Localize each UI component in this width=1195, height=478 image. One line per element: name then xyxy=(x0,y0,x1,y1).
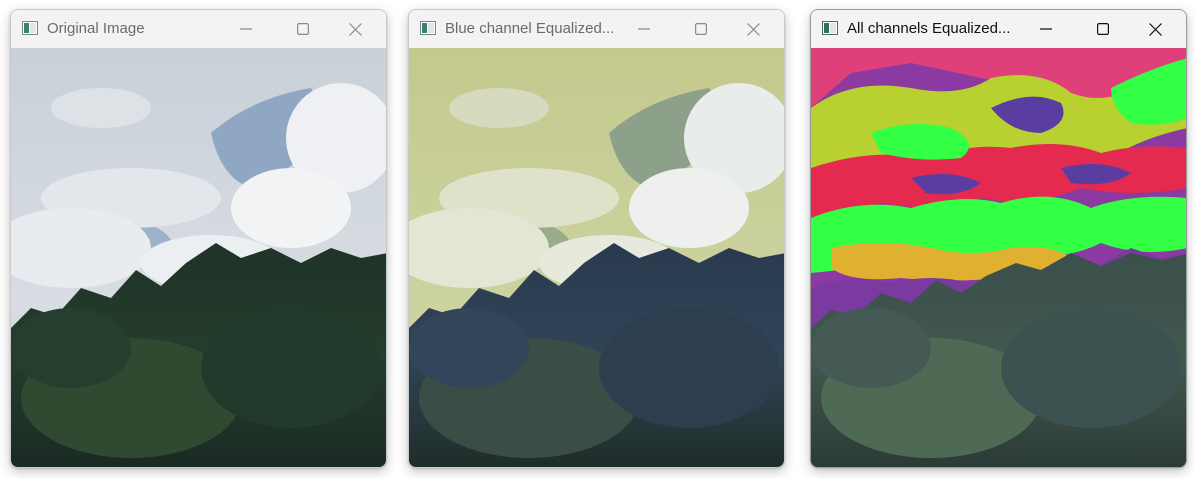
minimize-icon xyxy=(638,28,650,30)
sky-trees-photo-all-equalized xyxy=(811,48,1186,467)
close-button[interactable] xyxy=(1132,10,1178,48)
maximize-button[interactable] xyxy=(280,10,326,48)
sky-trees-photo-blue-equalized xyxy=(409,48,784,467)
image-canvas-original xyxy=(11,48,386,467)
minimize-button[interactable] xyxy=(621,10,667,48)
minimize-button[interactable] xyxy=(223,10,269,48)
maximize-button[interactable] xyxy=(678,10,724,48)
maximize-icon xyxy=(1097,23,1109,35)
close-icon xyxy=(348,22,362,36)
window-blue-channel-equalized[interactable]: Blue channel Equalized... xyxy=(408,9,785,468)
minimize-icon xyxy=(1040,28,1052,30)
window-title: Original Image xyxy=(47,20,145,37)
app-image-icon xyxy=(420,21,436,35)
window-original-image[interactable]: Original Image xyxy=(10,9,387,468)
title-bar[interactable]: Original Image xyxy=(11,10,386,48)
close-icon xyxy=(1148,22,1162,36)
close-button[interactable] xyxy=(332,10,378,48)
minimize-icon xyxy=(240,28,252,30)
image-canvas-blue-equalized xyxy=(409,48,784,467)
close-icon xyxy=(746,22,760,36)
minimize-button[interactable] xyxy=(1023,10,1069,48)
window-title: Blue channel Equalized... xyxy=(445,20,615,37)
sky-trees-photo-original xyxy=(11,48,386,467)
maximize-button[interactable] xyxy=(1080,10,1126,48)
app-image-icon xyxy=(22,21,38,35)
close-button[interactable] xyxy=(730,10,776,48)
title-bar[interactable]: Blue channel Equalized... xyxy=(409,10,784,48)
title-bar[interactable]: All channels Equalized... xyxy=(811,10,1186,48)
maximize-icon xyxy=(695,23,707,35)
app-image-icon xyxy=(822,21,838,35)
window-title: All channels Equalized... xyxy=(847,20,1011,37)
image-canvas-all-equalized xyxy=(811,48,1186,467)
window-all-channels-equalized[interactable]: All channels Equalized... xyxy=(810,9,1187,468)
maximize-icon xyxy=(297,23,309,35)
